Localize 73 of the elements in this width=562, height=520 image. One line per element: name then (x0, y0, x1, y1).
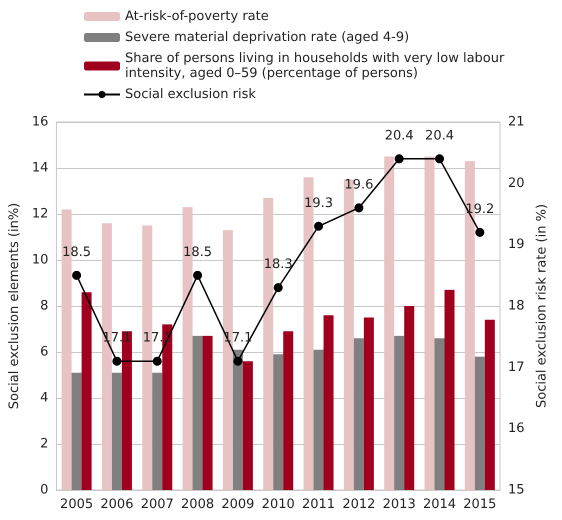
bar (394, 336, 404, 490)
point (72, 270, 82, 280)
bar (232, 350, 243, 490)
point (435, 154, 444, 164)
bar (242, 361, 253, 490)
y-tick-label: 6 (40, 344, 48, 360)
y-tick-label: 0 (40, 482, 48, 498)
x-tick-label: 2014 (422, 497, 456, 512)
bar (474, 356, 485, 490)
bar (82, 292, 92, 490)
x-tick-label: 2008 (181, 497, 214, 512)
point (233, 356, 242, 366)
x-tick-label: 2007 (140, 497, 174, 512)
y-axis-title: Social exclusion elements (in%) (7, 202, 22, 410)
y-tick-label: 4 (40, 390, 48, 406)
bar (283, 331, 294, 490)
point (193, 270, 202, 280)
data-label: 18.3 (264, 257, 293, 272)
point (394, 154, 404, 164)
y2-tick-label: 16 (508, 421, 525, 436)
bar (72, 372, 82, 490)
legend-label: Severe material deprivation rate (aged 4-9) (125, 30, 410, 45)
bar (314, 350, 324, 490)
point (314, 222, 324, 231)
legend-label: At-risk-of-poverty rate (125, 9, 269, 24)
bar (354, 338, 364, 490)
y2-tick-label: 20 (508, 176, 525, 191)
y2-axis-title: Social exclusion risk rate (in %) (534, 204, 550, 408)
x-tick-label: 2010 (262, 497, 295, 512)
point (475, 228, 484, 237)
data-label: 20.4 (425, 128, 454, 144)
bar (192, 336, 203, 490)
y2-tick-label: 19 (508, 237, 525, 252)
data-label: 19.3 (304, 196, 334, 211)
bar (324, 315, 334, 490)
point (274, 283, 283, 292)
bar (484, 320, 495, 490)
data-label: 20.4 (384, 128, 414, 144)
x-tick-label: 2005 (60, 497, 94, 512)
y2-tick-label: 15 (508, 482, 525, 498)
y2-tick-label: 17 (508, 360, 525, 375)
bar (404, 306, 414, 490)
bar (202, 336, 213, 490)
x-tick-label: 2011 (302, 497, 336, 512)
y-tick-label: 2 (40, 436, 48, 452)
data-label: 19.6 (344, 177, 374, 192)
point (152, 356, 162, 366)
legend-label: Share of persons living in households with very low labour intensity, aged 0–59 (percentage of persons) (125, 51, 508, 81)
bar (384, 156, 394, 490)
data-label: 18.5 (183, 244, 212, 260)
y2-tick-label: 21 (508, 114, 525, 130)
bar (364, 318, 374, 490)
bar (152, 372, 162, 490)
bar (434, 338, 445, 490)
point (354, 203, 364, 212)
bar (273, 354, 284, 490)
x-tick-label: 2012 (342, 497, 376, 512)
bar (424, 156, 435, 490)
x-tick-label: 2013 (382, 497, 416, 512)
legend-label: Social exclusion risk (125, 87, 256, 102)
y-tick-label: 12 (32, 206, 48, 222)
x-tick-label: 2006 (100, 497, 134, 512)
x-tick-label: 2015 (463, 497, 496, 512)
bar (444, 290, 455, 490)
x-tick-label: 2009 (221, 497, 254, 512)
y-tick-label: 8 (40, 298, 48, 314)
y2-tick-label: 18 (508, 298, 525, 314)
bar (112, 372, 122, 490)
y-tick-label: 10 (32, 252, 48, 268)
y-tick-label: 16 (32, 114, 48, 130)
y-tick-label: 14 (32, 160, 48, 176)
point (112, 356, 122, 366)
data-label: 18.5 (62, 244, 92, 260)
